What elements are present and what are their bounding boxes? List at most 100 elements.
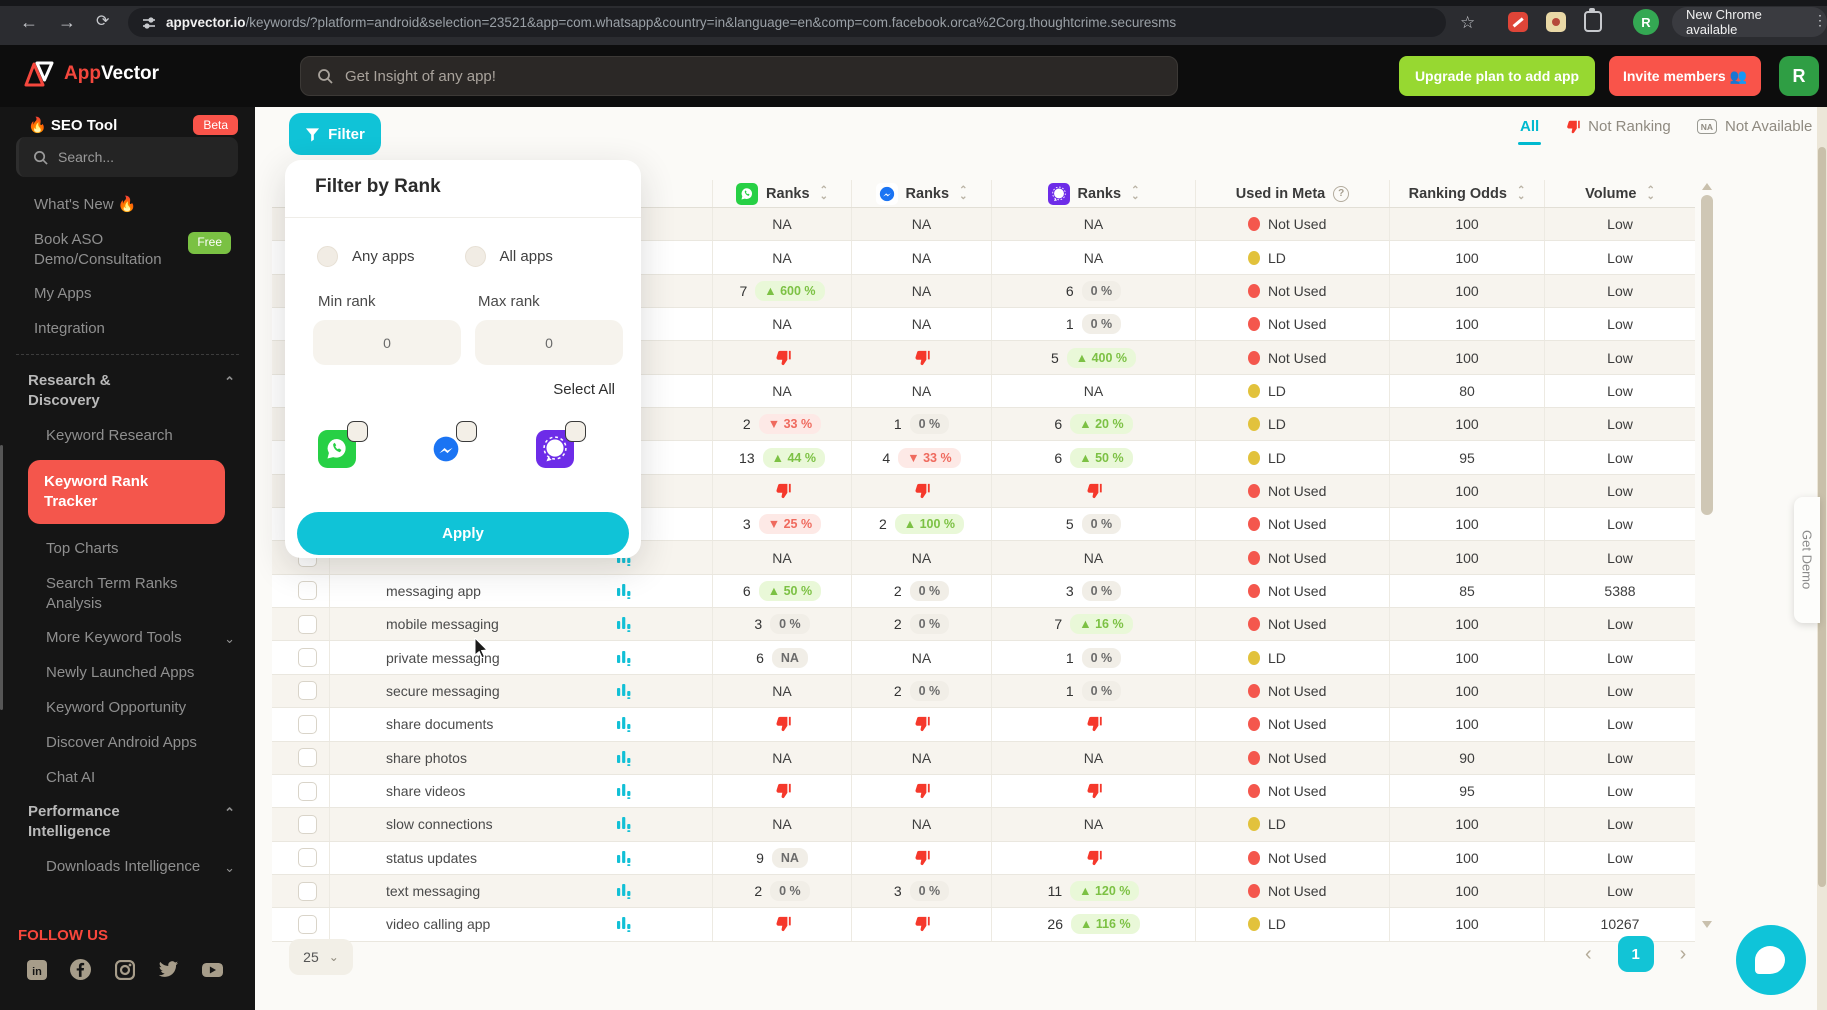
messenger-checkbox[interactable] <box>456 421 477 442</box>
invite-members-button[interactable]: Invite members 👥 <box>1609 56 1761 96</box>
row-checkbox[interactable] <box>298 881 317 901</box>
tab-not-ranking[interactable]: Not Ranking <box>1565 118 1671 135</box>
twitter-icon[interactable] <box>158 959 179 980</box>
previous-page-button[interactable]: ‹ <box>1585 942 1592 965</box>
row-checkbox[interactable] <box>298 748 317 768</box>
chevron-down-icon[interactable]: ⌄ <box>224 859 235 875</box>
sidebar-item-keyword-opportunity[interactable]: Keyword Opportunity <box>46 698 239 718</box>
keyword-trend-button[interactable] <box>617 783 632 800</box>
keyword-trend-button[interactable] <box>617 716 632 733</box>
keyword-trend-button[interactable] <box>617 616 632 633</box>
radio-icon[interactable] <box>464 246 486 267</box>
upgrade-plan-button[interactable]: Upgrade plan to add app <box>1399 56 1595 96</box>
sidebar-item-my-apps[interactable]: My Apps <box>34 284 239 304</box>
keyword-trend-button[interactable] <box>617 583 632 599</box>
tab-not-available[interactable]: NA Not Available <box>1696 118 1812 135</box>
sidebar-item-research-discovery[interactable]: Research & Discovery ⌃ <box>28 371 239 411</box>
page-scrollbar-thumb[interactable] <box>1818 147 1826 887</box>
sidebar-item-search-term-ranks-analysis[interactable]: Search Term Ranks Analysis <box>46 574 239 614</box>
keyword-trend-button[interactable] <box>617 883 632 900</box>
browser-reload-icon[interactable]: ⟳ <box>96 13 110 30</box>
whatsapp-checkbox[interactable] <box>347 421 368 442</box>
sidebar-item-discover-android-apps[interactable]: Discover Android Apps <box>46 733 239 753</box>
keyword-trend-chart-icon[interactable] <box>617 783 632 800</box>
sidebar-item-downloads-intelligence[interactable]: Downloads Intelligence ⌄ <box>46 857 239 877</box>
current-page-button[interactable]: 1 <box>1617 936 1654 972</box>
min-rank-input[interactable] <box>313 320 461 365</box>
tab-all[interactable]: All <box>1517 118 1542 145</box>
header-messenger-ranks[interactable]: Ranks ⌃ ⌄ <box>852 180 992 207</box>
chevron-up-icon[interactable]: ⌃ <box>224 373 235 389</box>
keyword-trend-chart-icon[interactable] <box>617 916 632 933</box>
keyword-trend-chart-icon[interactable] <box>617 583 632 599</box>
user-avatar[interactable]: R <box>1779 56 1819 96</box>
sidebar-item-more-keyword-tools[interactable]: More Keyword Tools ⌄ <box>46 628 239 648</box>
scroll-up-arrow-icon[interactable] <box>1702 183 1712 190</box>
row-checkbox[interactable] <box>298 848 317 868</box>
keyword-trend-chart-icon[interactable] <box>617 716 632 733</box>
header-volume[interactable]: Volume ⌃ ⌄ <box>1585 184 1655 202</box>
keyword-trend-chart-icon[interactable] <box>617 816 632 833</box>
browser-profile-avatar[interactable]: R <box>1633 9 1659 35</box>
sidebar-search-input[interactable]: Search... <box>16 137 238 177</box>
address-bar[interactable]: appvector.io/keywords/?platform=android&… <box>128 8 1446 37</box>
table-scrollbar-thumb[interactable] <box>1701 195 1713 515</box>
extension-icon[interactable] <box>1546 12 1566 32</box>
sort-icon[interactable]: ⌃ ⌄ <box>959 184 968 202</box>
header-ranking-odds[interactable]: Ranking Odds ⌃ ⌄ <box>1390 180 1545 207</box>
row-checkbox[interactable] <box>298 648 317 668</box>
youtube-icon[interactable] <box>202 959 223 980</box>
chat-widget-button[interactable] <box>1736 925 1806 995</box>
scroll-down-arrow-icon[interactable] <box>1702 921 1712 928</box>
sort-icon[interactable]: ⌃ ⌄ <box>1131 184 1140 202</box>
keyword-trend-chart-icon[interactable] <box>617 750 632 766</box>
adblock-extension-icon[interactable] <box>1508 12 1528 32</box>
extensions-menu-icon[interactable] <box>1584 8 1602 32</box>
site-info-icon[interactable] <box>142 16 156 30</box>
sidebar-item-integration[interactable]: Integration <box>34 319 239 339</box>
radio-icon[interactable] <box>317 246 338 267</box>
row-checkbox[interactable] <box>298 714 317 734</box>
apply-button[interactable]: Apply <box>297 512 629 555</box>
chevron-down-icon[interactable]: ⌄ <box>224 631 235 647</box>
sort-icon[interactable]: ⌃ ⌄ <box>1646 184 1655 202</box>
help-icon[interactable]: ? <box>1333 185 1350 202</box>
select-all-link[interactable]: Select All <box>553 381 615 398</box>
row-checkbox[interactable] <box>298 914 317 934</box>
filter-button[interactable]: Filter <box>289 113 381 155</box>
sidebar-item-keyword-research[interactable]: Keyword Research <box>46 426 239 446</box>
chevron-up-icon[interactable]: ⌃ <box>224 805 235 821</box>
header-whatsapp-ranks[interactable]: Ranks ⌃ ⌄ <box>713 180 852 207</box>
sidebar-item-performance-intelligence[interactable]: Performance Intelligence ⌃ <box>28 802 239 842</box>
browser-forward-icon[interactable]: → <box>58 12 76 32</box>
keyword-trend-chart-icon[interactable] <box>617 883 632 900</box>
keyword-trend-button[interactable] <box>617 850 632 866</box>
keyword-trend-button[interactable] <box>617 650 632 666</box>
row-checkbox[interactable] <box>298 814 317 834</box>
browser-menu-icon[interactable]: ⋮ <box>1813 12 1827 28</box>
instagram-icon[interactable] <box>114 959 135 980</box>
keyword-trend-chart-icon[interactable] <box>617 683 632 699</box>
keyword-trend-button[interactable] <box>617 683 632 699</box>
sidebar-item-newly-launched-apps[interactable]: Newly Launched Apps <box>46 663 239 683</box>
keyword-trend-button[interactable] <box>617 750 632 766</box>
sidebar-scrollbar[interactable] <box>0 445 3 710</box>
bookmark-star-icon[interactable]: ☆ <box>1460 13 1476 32</box>
get-demo-tab[interactable]: Get Demo <box>1794 497 1820 623</box>
row-checkbox[interactable] <box>298 614 317 634</box>
new-chrome-available-button[interactable]: New Chrome available <box>1672 7 1827 37</box>
sidebar-item-what-s-new[interactable]: What's New 🔥 <box>34 195 239 215</box>
sidebar-item-top-charts[interactable]: Top Charts <box>46 539 239 559</box>
sort-icon[interactable]: ⌃ ⌄ <box>819 184 828 202</box>
row-checkbox[interactable] <box>298 781 317 801</box>
signal-checkbox[interactable] <box>565 421 586 442</box>
keyword-trend-button[interactable] <box>617 916 632 933</box>
max-rank-input[interactable] <box>475 320 623 365</box>
page-size-select[interactable]: 25 ⌄ <box>289 939 353 975</box>
header-signal-ranks[interactable]: Ranks ⌃ ⌄ <box>992 180 1196 207</box>
linkedin-icon[interactable]: in <box>26 959 47 980</box>
sidebar-item-keyword-rank-tracker[interactable]: Keyword Rank Tracker <box>28 460 225 524</box>
sort-icon[interactable]: ⌃ ⌄ <box>1516 184 1526 202</box>
all-apps-option[interactable]: All apps <box>464 246 553 267</box>
next-page-button[interactable]: › <box>1679 942 1687 965</box>
